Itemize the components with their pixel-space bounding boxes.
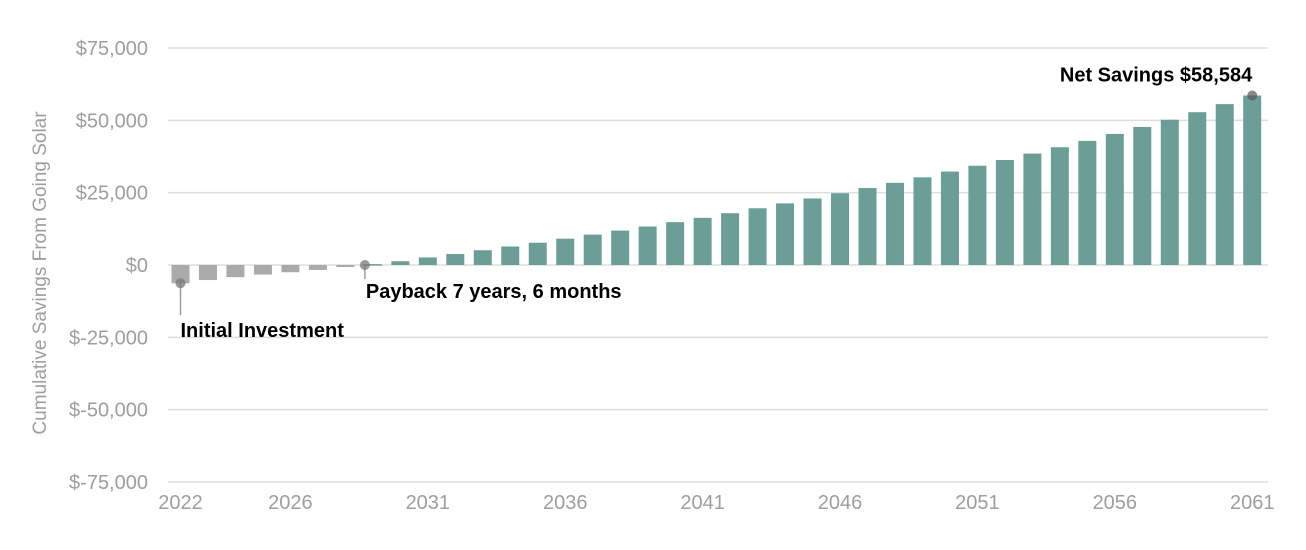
bar-2031	[418, 257, 437, 265]
y-tick-label: $25,000	[76, 183, 148, 205]
bar-2028	[336, 265, 355, 268]
bar-2022	[171, 265, 190, 284]
bar-2046	[831, 193, 850, 265]
bar-2043	[748, 208, 767, 265]
y-tick-label: $-75,000	[69, 472, 148, 494]
x-tick-label: 2051	[955, 492, 1000, 514]
x-tick-label: 2061	[1230, 492, 1275, 514]
annotation-net-savings: Net Savings $58,584	[1060, 64, 1253, 86]
annotations: Initial Investment Payback 7 years, 6 mon…	[175, 64, 1258, 342]
bar-2048	[885, 182, 904, 265]
bar-2033	[473, 250, 492, 265]
x-tick-label: 2056	[1093, 492, 1138, 514]
bar-2054	[1050, 147, 1069, 265]
y-tick-label: $75,000	[76, 38, 148, 60]
annotation-marker	[175, 278, 186, 289]
bar-2037	[583, 234, 602, 265]
x-tick-label: 2036	[543, 492, 588, 514]
x-tick-label: 2031	[406, 492, 451, 514]
bar-2039	[638, 226, 657, 265]
x-tick-label: 2046	[818, 492, 863, 514]
bar-2055	[1078, 140, 1097, 265]
x-axis-ticks: 2022 2026 2031 2036 2041 2046 2051 2056 2061	[158, 492, 1274, 514]
bar-2034	[501, 246, 520, 265]
y-axis-ticks: $75,000 $50,000 $25,000 $0 $-25,000 $-50,000 $…	[69, 38, 148, 494]
bar-2042	[721, 213, 740, 265]
bar-2030	[391, 261, 410, 265]
bar-2040	[666, 222, 685, 265]
bar-2049	[913, 177, 932, 265]
bar-2023	[198, 265, 217, 281]
x-tick-label: 2022	[158, 492, 203, 514]
bars	[171, 95, 1262, 284]
bar-2057	[1133, 126, 1152, 265]
y-tick-label: $-50,000	[69, 400, 148, 422]
x-tick-label: 2026	[268, 492, 313, 514]
bar-2060	[1215, 104, 1234, 265]
y-tick-label: $50,000	[76, 110, 148, 132]
y-tick-label: $0	[126, 255, 148, 277]
bar-2052	[995, 159, 1014, 265]
bar-2051	[968, 165, 987, 265]
bar-2056	[1105, 133, 1124, 265]
bar-2047	[858, 188, 877, 265]
bar-2041	[693, 217, 712, 265]
bar-2029	[363, 264, 382, 266]
bar-2026	[281, 265, 300, 273]
bar-2045	[803, 198, 822, 265]
bar-2053	[1023, 153, 1042, 265]
annotation-marker	[359, 260, 370, 270]
x-tick-label: 2041	[680, 492, 725, 514]
bar-2061	[1243, 95, 1262, 265]
bar-2058	[1160, 119, 1179, 265]
bar-2038	[611, 230, 630, 265]
bar-2036	[556, 238, 575, 265]
bar-2024	[226, 265, 245, 278]
bar-2035	[528, 242, 547, 265]
bar-2027	[308, 265, 327, 270]
bar-2032	[446, 254, 465, 265]
bar-2059	[1188, 112, 1207, 266]
y-axis-label: Cumulative Savings From Going Solar	[30, 111, 51, 435]
bar-2044	[776, 203, 795, 265]
gridlines	[168, 47, 1268, 483]
annotation-payback: Payback 7 years, 6 months	[366, 281, 622, 303]
annotation-marker	[1247, 90, 1258, 101]
annotation-initial-investment: Initial Investment	[181, 320, 345, 342]
bar-2025	[253, 265, 272, 275]
y-tick-label: $-25,000	[69, 327, 148, 349]
bar-2050	[940, 171, 959, 265]
